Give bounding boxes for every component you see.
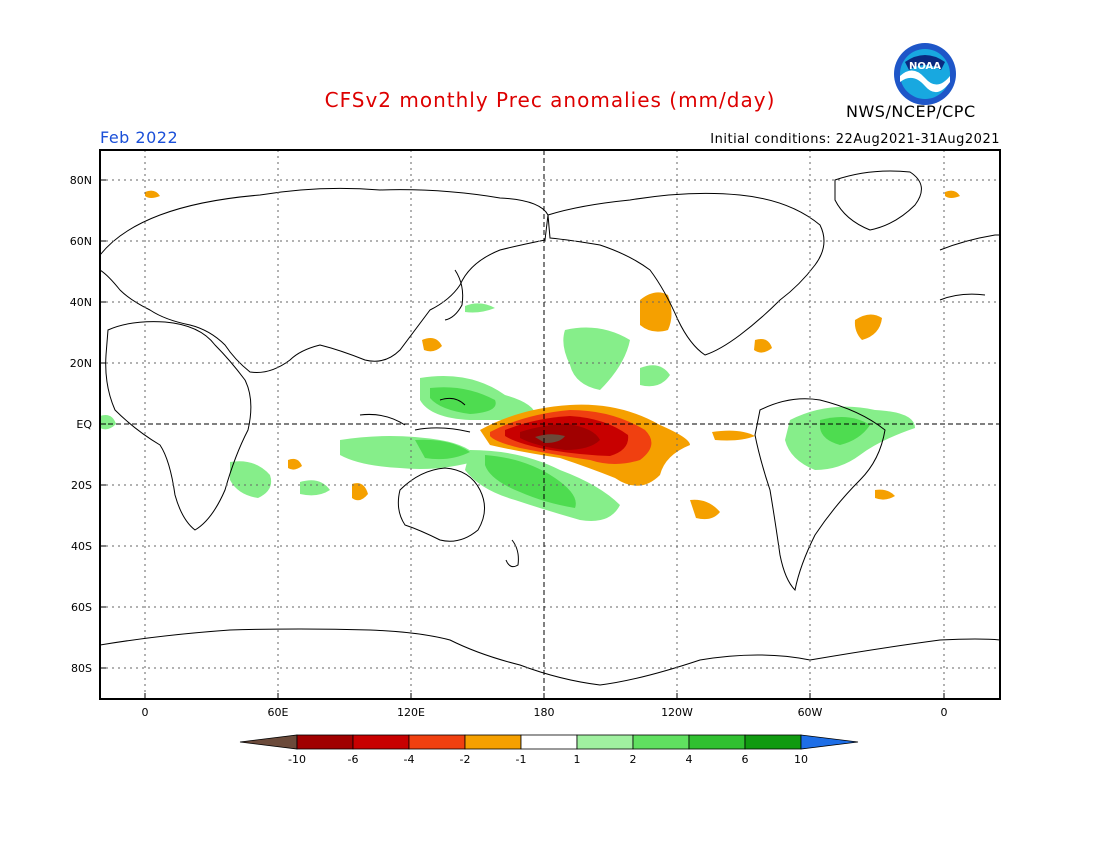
coast-europe-east	[939, 234, 1000, 301]
lat-label: 20S	[71, 479, 92, 492]
dry-region-indian-ocean	[352, 483, 368, 501]
colorbar-box	[296, 734, 354, 750]
wet-region-spcz-core	[485, 455, 576, 508]
dry-region-arctic-east	[945, 190, 960, 198]
lon-label: 120E	[397, 706, 425, 719]
lat-label: EQ	[76, 418, 92, 431]
dry-region-philippines	[422, 338, 442, 352]
lat-label: 60S	[71, 601, 92, 614]
dry-region-central-pacific-max	[535, 434, 565, 443]
dry-region-california	[640, 292, 672, 332]
lon-labels: 0 60E 120E 180 120W 60W 0	[142, 706, 948, 719]
anomaly-shading	[100, 190, 960, 521]
colorbar-box	[744, 734, 802, 750]
colorbar-label: 2	[630, 753, 637, 766]
colorbar-label: -4	[404, 753, 415, 766]
wet-region-west-africa	[100, 415, 116, 430]
tick-marks	[100, 179, 945, 699]
lon-label: 0	[941, 706, 948, 719]
colorbar-box	[632, 734, 690, 750]
coast-greenland	[834, 170, 922, 231]
coast-eurasia	[100, 187, 549, 373]
colorbar-box	[688, 734, 746, 750]
colorbar-box	[352, 734, 410, 750]
lat-label: 80N	[70, 174, 92, 187]
colorbar: -10 -6 -4 -2 -1 1 2 4 6 10	[239, 734, 859, 766]
lon-label: 120W	[661, 706, 693, 719]
wet-region-west-pacific-core	[430, 387, 496, 414]
colorbar-right-arrow	[800, 734, 859, 750]
map-title: CFSv2 monthly Prec anomalies (mm/day)	[324, 88, 776, 112]
coast-australia	[397, 467, 485, 542]
lat-lon-grid	[100, 150, 1000, 699]
coast-africa	[105, 321, 252, 531]
lat-label: 40N	[70, 296, 92, 309]
lat-label: 60N	[70, 235, 92, 248]
initial-conditions: Initial conditions: 22Aug2021-31Aug2021	[710, 132, 1000, 147]
coast-south-america	[754, 398, 886, 592]
dry-region-atlantic	[854, 314, 882, 340]
lat-label: 40S	[71, 540, 92, 553]
colorbar-box	[520, 734, 578, 750]
coastlines	[100, 170, 1000, 686]
colorbar-label: 10	[794, 753, 808, 766]
forecast-period: Feb 2022	[100, 128, 179, 147]
wet-region-africa	[230, 461, 272, 498]
colorbar-box	[464, 734, 522, 750]
coast-japan	[444, 269, 464, 321]
wet-region-north-pacific	[640, 365, 670, 387]
dry-region-south-indian	[288, 458, 302, 470]
coast-antarctica	[100, 628, 1000, 686]
lon-label: 60E	[268, 706, 289, 719]
coast-new-zealand	[505, 539, 519, 568]
colorbar-label: 6	[742, 753, 749, 766]
coast-north-america	[547, 192, 825, 356]
map-plot-area	[100, 150, 1000, 699]
wet-region-indian-ocean	[300, 480, 330, 496]
colorbar-left-arrow	[239, 734, 298, 750]
lon-label: 0	[142, 706, 149, 719]
colorbar-label: -10	[288, 753, 306, 766]
lon-label: 60W	[798, 706, 823, 719]
noaa-logo-text: NOAA	[909, 61, 941, 72]
agency-label: NWS/NCEP/CPC	[846, 102, 976, 121]
noaa-logo: NOAA	[893, 42, 957, 106]
dry-region-east-pacific	[712, 430, 755, 441]
colorbar-label: -1	[516, 753, 527, 766]
colorbar-label: -6	[348, 753, 359, 766]
lon-label: 180	[534, 706, 555, 719]
colorbar-label: -2	[460, 753, 471, 766]
colorbar-label: 4	[686, 753, 693, 766]
wet-region-central-pacific-north	[563, 327, 630, 390]
wet-region-maritime-core	[415, 439, 470, 460]
dry-region-caribbean	[754, 339, 772, 353]
lat-label: 20N	[70, 357, 92, 370]
reference-lines	[100, 150, 1000, 699]
colorbar-box	[576, 734, 634, 750]
dry-region-arctic-west	[145, 190, 160, 198]
colorbar-label: 1	[574, 753, 581, 766]
wet-region-japan	[465, 303, 495, 313]
lat-label: 80S	[71, 662, 92, 675]
dry-region-south-atlantic	[875, 489, 895, 500]
colorbar-box	[408, 734, 466, 750]
lat-labels: 80N 60N 40N 20N EQ 20S 40S 60S 80S	[70, 174, 93, 675]
dry-region-southeast-pacific	[690, 499, 720, 520]
coast-indonesia	[359, 397, 471, 433]
